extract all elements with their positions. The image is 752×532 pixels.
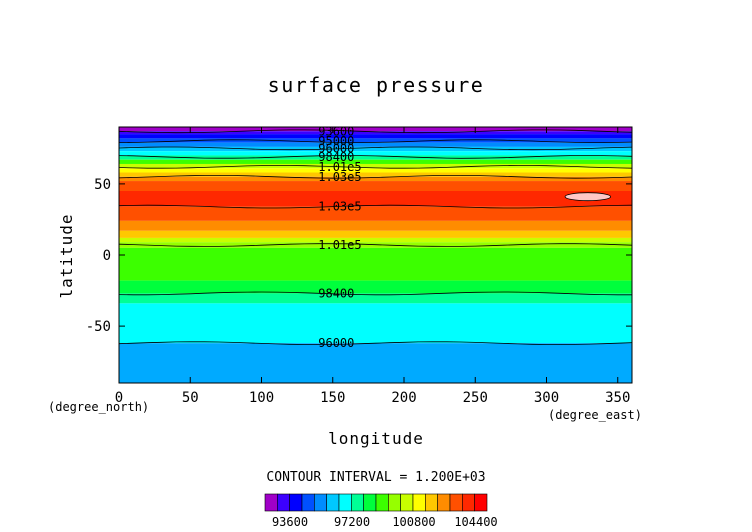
colorbar-swatch-10 bbox=[388, 493, 401, 512]
y-unit-label: (degree_north) bbox=[48, 400, 149, 414]
colorbar-swatch-13 bbox=[425, 493, 438, 512]
pressure-band-18 bbox=[119, 237, 632, 243]
pressure-band-1 bbox=[119, 131, 632, 135]
colorbar-swatch-5 bbox=[326, 493, 340, 512]
contour-line-1 bbox=[118, 139, 633, 143]
contour-line-5 bbox=[118, 175, 633, 179]
y-tick-label-2: 50 bbox=[94, 177, 111, 193]
pressure-band-6 bbox=[119, 151, 632, 156]
contour-line-4 bbox=[118, 164, 633, 169]
colorbar-label-1: 97200 bbox=[334, 515, 370, 529]
pressure-band-0 bbox=[119, 127, 632, 132]
contour-line-7 bbox=[118, 243, 633, 247]
colorbar-swatch-3 bbox=[301, 493, 315, 512]
pressure-highs bbox=[564, 192, 612, 202]
colorbar-swatch-2 bbox=[289, 493, 303, 512]
x-axis: 0 50 100 150 200 250 300 350 bbox=[115, 127, 630, 406]
colorbar-swatch-0 bbox=[264, 493, 278, 512]
pressure-band-17 bbox=[119, 230, 632, 238]
contour-line-3 bbox=[118, 155, 633, 159]
contour-labels: 936009500096000984001.01e51.03e51.03e51.… bbox=[318, 124, 361, 350]
contour-label-4: 1.01e5 bbox=[318, 160, 361, 174]
colorbar-swatch-17 bbox=[474, 493, 488, 512]
x-tick-label-3: 150 bbox=[320, 390, 345, 406]
y-axis-label: latitude bbox=[57, 213, 76, 298]
colorbar-swatch-14 bbox=[437, 493, 451, 512]
colorbar-swatch-8 bbox=[363, 493, 377, 512]
colorbar-swatch-11 bbox=[400, 493, 414, 512]
x-tick-label-0: 0 bbox=[115, 390, 123, 406]
x-axis-label: longitude bbox=[328, 429, 424, 448]
x-unit-label: (degree_east) bbox=[548, 408, 642, 422]
pressure-band-15 bbox=[119, 206, 632, 221]
contour-lines bbox=[118, 129, 633, 346]
pressure-band-23 bbox=[119, 303, 632, 344]
colorbar-swatch-7 bbox=[351, 493, 364, 512]
pressure-band-22 bbox=[119, 293, 632, 304]
colorbar-swatch-1 bbox=[277, 493, 290, 512]
colorbar-swatch-12 bbox=[412, 493, 426, 512]
chart-title: surface pressure bbox=[268, 73, 485, 97]
colorbar-swatch-6 bbox=[338, 493, 352, 512]
colorbar-swatch-4 bbox=[314, 493, 327, 512]
pressure-band-8 bbox=[119, 159, 632, 164]
pressure-band-3 bbox=[119, 138, 632, 143]
contour-label-9: 96000 bbox=[318, 336, 354, 350]
contour-label-0: 93600 bbox=[318, 124, 354, 138]
contour-line-8 bbox=[118, 291, 632, 296]
pressure-band-2 bbox=[119, 134, 632, 139]
y-tick-label-1: 0 bbox=[103, 248, 111, 264]
colorbar-labels: 93600 97200 100800 104400 bbox=[272, 515, 498, 529]
contour-label-6: 1.03e5 bbox=[318, 200, 361, 214]
pressure-band-16 bbox=[119, 220, 632, 231]
x-tick-label-1: 50 bbox=[182, 390, 199, 406]
contour-label-5: 1.03e5 bbox=[318, 170, 361, 184]
colorbar-label-3: 104400 bbox=[454, 515, 497, 529]
pressure-band-12 bbox=[119, 176, 632, 182]
contour-label-1: 95000 bbox=[318, 134, 354, 148]
colorbar-label-0: 93600 bbox=[272, 515, 308, 529]
x-tick-label-7: 350 bbox=[605, 390, 630, 406]
contour-line-9 bbox=[118, 341, 633, 346]
contour-interval: CONTOUR INTERVAL = 1.200E+03 bbox=[266, 470, 485, 485]
pressure-band-14 bbox=[119, 191, 632, 207]
contour-label-2: 96000 bbox=[318, 141, 354, 155]
pressure-band-11 bbox=[119, 172, 632, 177]
x-tick-label-2: 100 bbox=[249, 390, 274, 406]
x-tick-label-4: 200 bbox=[391, 390, 416, 406]
plot-area bbox=[119, 127, 632, 383]
pressure-band-9 bbox=[119, 163, 632, 169]
x-tick-label-6: 300 bbox=[534, 390, 559, 406]
contour-line-6 bbox=[118, 204, 633, 209]
pressure-band-24 bbox=[119, 343, 632, 383]
pressure-band-20 bbox=[119, 247, 632, 281]
contour-label-8: 98400 bbox=[318, 286, 354, 300]
pressure-high-0 bbox=[564, 192, 612, 202]
y-tick-label-0: -50 bbox=[86, 319, 111, 335]
y-axis: -50 0 50 bbox=[86, 177, 632, 335]
colorbar-swatch-16 bbox=[462, 493, 475, 512]
colorbar-swatch-15 bbox=[449, 493, 463, 512]
colorbar-swatch-9 bbox=[375, 493, 389, 512]
colorbar bbox=[264, 493, 488, 512]
pressure-band-21 bbox=[119, 280, 632, 294]
contour-line-2 bbox=[118, 146, 633, 151]
pressure-band-10 bbox=[119, 168, 632, 173]
x-tick-label-5: 250 bbox=[463, 390, 488, 406]
contour-label-7: 1.01e5 bbox=[318, 238, 361, 252]
contour-label-3: 98400 bbox=[318, 150, 354, 164]
pressure-band-7 bbox=[119, 155, 632, 160]
pressure-band-4 bbox=[119, 142, 632, 147]
pressure-band-5 bbox=[119, 146, 632, 152]
colorbar-label-2: 100800 bbox=[392, 515, 435, 529]
pressure-band-13 bbox=[119, 181, 632, 191]
